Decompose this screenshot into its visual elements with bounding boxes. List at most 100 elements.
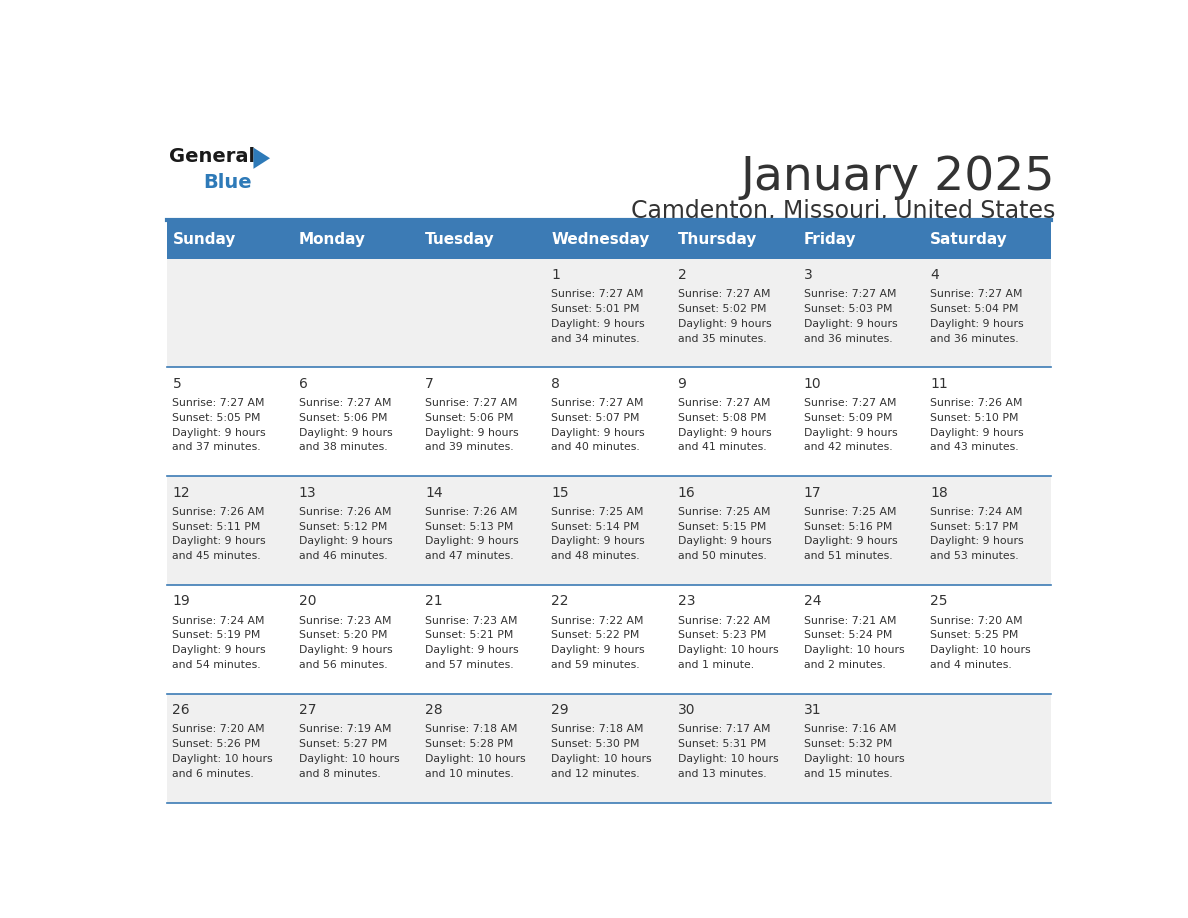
Text: Monday: Monday	[298, 231, 366, 247]
Text: Daylight: 9 hours: Daylight: 9 hours	[677, 319, 771, 329]
Text: Daylight: 9 hours: Daylight: 9 hours	[804, 319, 897, 329]
Text: Daylight: 9 hours: Daylight: 9 hours	[551, 536, 645, 546]
Text: Sunset: 5:13 PM: Sunset: 5:13 PM	[425, 521, 513, 532]
Text: and 1 minute.: and 1 minute.	[677, 660, 753, 670]
Text: Sunrise: 7:27 AM: Sunrise: 7:27 AM	[172, 397, 265, 408]
Text: Sunset: 5:32 PM: Sunset: 5:32 PM	[804, 739, 892, 749]
Text: Sunrise: 7:18 AM: Sunrise: 7:18 AM	[425, 724, 518, 734]
Text: Sunrise: 7:23 AM: Sunrise: 7:23 AM	[425, 616, 518, 625]
Text: Sunset: 5:14 PM: Sunset: 5:14 PM	[551, 521, 639, 532]
Text: Thursday: Thursday	[677, 231, 757, 247]
Text: and 51 minutes.: and 51 minutes.	[804, 551, 892, 561]
Text: Sunrise: 7:26 AM: Sunrise: 7:26 AM	[425, 507, 518, 517]
Text: Sunrise: 7:19 AM: Sunrise: 7:19 AM	[298, 724, 391, 734]
Polygon shape	[253, 148, 270, 169]
Text: and 50 minutes.: and 50 minutes.	[677, 551, 766, 561]
Text: Sunrise: 7:20 AM: Sunrise: 7:20 AM	[172, 724, 265, 734]
Text: Sunrise: 7:27 AM: Sunrise: 7:27 AM	[804, 289, 896, 299]
Text: 8: 8	[551, 376, 560, 391]
Bar	[166, 694, 1051, 803]
Text: Sunset: 5:25 PM: Sunset: 5:25 PM	[930, 631, 1018, 641]
Text: Sunrise: 7:27 AM: Sunrise: 7:27 AM	[425, 397, 518, 408]
Text: and 48 minutes.: and 48 minutes.	[551, 551, 640, 561]
Text: 20: 20	[298, 594, 316, 609]
Text: Sunset: 5:30 PM: Sunset: 5:30 PM	[551, 739, 640, 749]
Text: and 36 minutes.: and 36 minutes.	[930, 333, 1018, 343]
Text: Daylight: 10 hours: Daylight: 10 hours	[425, 754, 525, 764]
Text: and 38 minutes.: and 38 minutes.	[298, 442, 387, 453]
Text: Sunrise: 7:26 AM: Sunrise: 7:26 AM	[172, 507, 265, 517]
Bar	[166, 219, 293, 259]
Text: Sunrise: 7:26 AM: Sunrise: 7:26 AM	[298, 507, 391, 517]
Text: 24: 24	[804, 594, 821, 609]
Text: 5: 5	[172, 376, 182, 391]
Text: 21: 21	[425, 594, 443, 609]
Text: Camdenton, Missouri, United States: Camdenton, Missouri, United States	[631, 198, 1055, 222]
Text: Sunset: 5:02 PM: Sunset: 5:02 PM	[677, 304, 766, 314]
Text: Sunrise: 7:27 AM: Sunrise: 7:27 AM	[804, 397, 896, 408]
Text: Sunrise: 7:17 AM: Sunrise: 7:17 AM	[677, 724, 770, 734]
Text: Daylight: 10 hours: Daylight: 10 hours	[804, 754, 904, 764]
Text: and 12 minutes.: and 12 minutes.	[551, 769, 640, 779]
Text: and 10 minutes.: and 10 minutes.	[425, 769, 513, 779]
Text: and 46 minutes.: and 46 minutes.	[298, 551, 387, 561]
Text: and 15 minutes.: and 15 minutes.	[804, 769, 892, 779]
Text: Daylight: 9 hours: Daylight: 9 hours	[804, 428, 897, 438]
Text: and 35 minutes.: and 35 minutes.	[677, 333, 766, 343]
Text: and 39 minutes.: and 39 minutes.	[425, 442, 513, 453]
Text: Daylight: 9 hours: Daylight: 9 hours	[930, 428, 1024, 438]
Text: and 34 minutes.: and 34 minutes.	[551, 333, 640, 343]
Text: Daylight: 10 hours: Daylight: 10 hours	[804, 645, 904, 655]
Text: 1: 1	[551, 268, 560, 282]
Text: Daylight: 9 hours: Daylight: 9 hours	[298, 428, 392, 438]
Text: Sunrise: 7:18 AM: Sunrise: 7:18 AM	[551, 724, 644, 734]
Text: Daylight: 10 hours: Daylight: 10 hours	[677, 645, 778, 655]
Text: Sunset: 5:15 PM: Sunset: 5:15 PM	[677, 521, 766, 532]
Text: Sunset: 5:10 PM: Sunset: 5:10 PM	[930, 413, 1018, 422]
Text: and 53 minutes.: and 53 minutes.	[930, 551, 1018, 561]
Text: Sunset: 5:11 PM: Sunset: 5:11 PM	[172, 521, 261, 532]
Text: 3: 3	[804, 268, 813, 282]
Text: Daylight: 9 hours: Daylight: 9 hours	[804, 536, 897, 546]
Text: and 47 minutes.: and 47 minutes.	[425, 551, 513, 561]
Text: Daylight: 10 hours: Daylight: 10 hours	[298, 754, 399, 764]
Text: Sunrise: 7:25 AM: Sunrise: 7:25 AM	[804, 507, 896, 517]
Text: Daylight: 9 hours: Daylight: 9 hours	[551, 428, 645, 438]
Text: Sunset: 5:16 PM: Sunset: 5:16 PM	[804, 521, 892, 532]
Text: and 13 minutes.: and 13 minutes.	[677, 769, 766, 779]
Text: Saturday: Saturday	[930, 231, 1007, 247]
Text: 9: 9	[677, 376, 687, 391]
Text: Friday: Friday	[804, 231, 857, 247]
Text: Daylight: 10 hours: Daylight: 10 hours	[677, 754, 778, 764]
Text: Daylight: 9 hours: Daylight: 9 hours	[298, 536, 392, 546]
Text: 25: 25	[930, 594, 948, 609]
Text: Sunset: 5:22 PM: Sunset: 5:22 PM	[551, 631, 639, 641]
Text: 19: 19	[172, 594, 190, 609]
Text: Sunrise: 7:27 AM: Sunrise: 7:27 AM	[551, 397, 644, 408]
Text: Sunset: 5:19 PM: Sunset: 5:19 PM	[172, 631, 261, 641]
Text: Sunset: 5:27 PM: Sunset: 5:27 PM	[298, 739, 387, 749]
Text: Daylight: 9 hours: Daylight: 9 hours	[172, 645, 266, 655]
Text: 7: 7	[425, 376, 434, 391]
Text: Daylight: 9 hours: Daylight: 9 hours	[930, 319, 1024, 329]
Text: Sunrise: 7:27 AM: Sunrise: 7:27 AM	[677, 289, 770, 299]
Text: Daylight: 9 hours: Daylight: 9 hours	[172, 536, 266, 546]
Text: Daylight: 9 hours: Daylight: 9 hours	[425, 536, 519, 546]
Text: 26: 26	[172, 703, 190, 717]
Text: Sunrise: 7:27 AM: Sunrise: 7:27 AM	[930, 289, 1023, 299]
Text: January 2025: January 2025	[741, 155, 1055, 200]
Text: Sunset: 5:28 PM: Sunset: 5:28 PM	[425, 739, 513, 749]
Text: Sunrise: 7:22 AM: Sunrise: 7:22 AM	[551, 616, 644, 625]
Bar	[672, 219, 798, 259]
Text: and 57 minutes.: and 57 minutes.	[425, 660, 513, 670]
Text: Daylight: 10 hours: Daylight: 10 hours	[551, 754, 652, 764]
Text: 29: 29	[551, 703, 569, 717]
Text: Sunset: 5:20 PM: Sunset: 5:20 PM	[298, 631, 387, 641]
Text: and 54 minutes.: and 54 minutes.	[172, 660, 261, 670]
Text: 27: 27	[298, 703, 316, 717]
Text: Sunset: 5:03 PM: Sunset: 5:03 PM	[804, 304, 892, 314]
Text: 16: 16	[677, 486, 695, 499]
Text: Daylight: 9 hours: Daylight: 9 hours	[677, 536, 771, 546]
Text: 31: 31	[804, 703, 821, 717]
Text: Sunrise: 7:25 AM: Sunrise: 7:25 AM	[551, 507, 644, 517]
